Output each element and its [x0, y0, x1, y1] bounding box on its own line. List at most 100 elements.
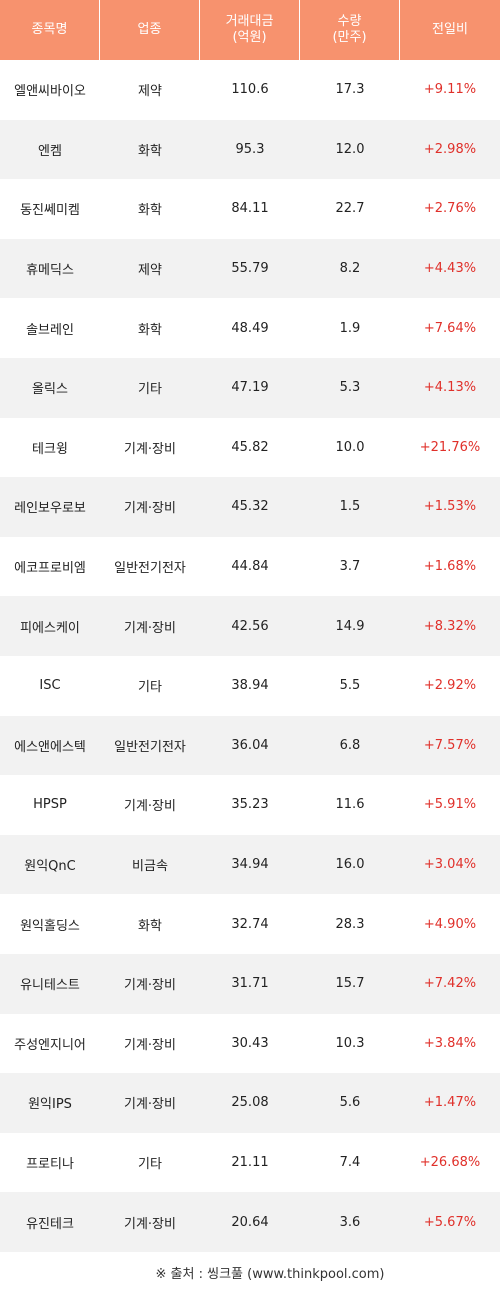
trade-amount-cell: 38.94 [231, 678, 269, 694]
sector-cell: 기계·장비 [124, 1097, 176, 1113]
change-cell: +7.57% [423, 737, 477, 753]
change-cell: +3.84% [423, 1035, 477, 1051]
trade-amount-cell: 84.11 [231, 201, 269, 217]
table-row: 올릭스 기타 47.19 5.3 +4.13% [0, 357, 500, 418]
stock-name-cell: 레인보우로보 [14, 501, 86, 517]
volume-cell: 10.3 [335, 1035, 365, 1051]
volume-cell: 12.0 [335, 141, 365, 157]
volume-cell: 14.9 [335, 618, 365, 634]
sector-cell: 기계·장비 [124, 620, 176, 636]
table-row: 엔켐 화학 95.3 12.0 +2.98% [0, 119, 500, 180]
volume-cell: 6.8 [339, 737, 361, 753]
stock-name-cell: 피에스케이 [20, 620, 80, 636]
stock-name-cell: HPSP [33, 797, 67, 813]
sector-cell: 기계·장비 [124, 441, 176, 457]
stock-name-cell: 유진테크 [26, 1216, 74, 1232]
header-sector: 업종 [100, 0, 200, 60]
sector-cell: 제약 [138, 84, 162, 100]
stock-name-cell: 원익IPS [28, 1097, 72, 1113]
volume-cell: 5.5 [339, 678, 361, 694]
stock-name-cell: 에코프로비엠 [14, 561, 86, 577]
trade-amount-cell: 110.6 [231, 82, 269, 98]
trade-amount-cell: 20.64 [231, 1214, 269, 1230]
volume-cell: 10.0 [335, 439, 365, 455]
table-row: 솔브레인 화학 48.49 1.9 +7.64% [0, 298, 500, 358]
table-row: 동진쎄미켐 화학 84.11 22.7 +2.76% [0, 179, 500, 239]
trade-amount-cell: 31.71 [231, 976, 269, 992]
change-cell: +21.76% [419, 439, 481, 455]
change-cell: +8.32% [423, 618, 477, 634]
trade-amount-cell: 44.84 [231, 559, 269, 575]
stock-name-cell: 올릭스 [32, 382, 68, 398]
table-row: 레인보우로보 기계·장비 45.32 1.5 +1.53% [0, 477, 500, 537]
stock-name-cell: 주성엔지니어 [14, 1037, 86, 1053]
stock-name-cell: 테크윙 [32, 441, 68, 457]
volume-cell: 22.7 [335, 201, 365, 217]
table-row: 피에스케이 기계·장비 42.56 14.9 +8.32% [0, 596, 500, 656]
trade-amount-cell: 45.82 [231, 439, 269, 455]
change-cell: +1.68% [423, 559, 477, 575]
change-cell: +7.64% [423, 320, 477, 336]
table-row: 에코프로비엠 일반전기전자 44.84 3.7 +1.68% [0, 537, 500, 597]
trade-amount-cell: 30.43 [231, 1035, 269, 1051]
stock-name-cell: 솔브레인 [26, 322, 74, 338]
table-row: 원익QnC 비금속 34.94 16.0 +3.04% [0, 834, 500, 895]
stock-name-cell: 동진쎄미켐 [20, 203, 80, 219]
sector-cell: 기계·장비 [124, 978, 176, 994]
table-row: 테크윙 기계·장비 45.82 10.0 +21.76% [0, 418, 500, 478]
change-cell: +2.92% [423, 678, 477, 694]
sector-cell: 기타 [138, 382, 162, 398]
change-cell: +3.04% [423, 857, 477, 873]
sector-cell: 기계·장비 [124, 799, 176, 815]
table-row: 휴메딕스 제약 55.79 8.2 +4.43% [0, 238, 500, 299]
volume-cell: 3.6 [339, 1214, 361, 1230]
table-row: 원익IPS 기계·장비 25.08 5.6 +1.47% [0, 1073, 500, 1133]
trade-amount-cell: 48.49 [231, 320, 269, 336]
table-row: HPSP 기계·장비 35.23 11.6 +5.91% [0, 775, 500, 835]
stock-name-cell: 엘앤씨바이오 [14, 84, 86, 100]
sector-cell: 화학 [138, 918, 162, 934]
change-cell: +9.11% [423, 82, 477, 98]
volume-cell: 11.6 [335, 797, 365, 813]
source-footer: ※ 출처 : 씽크풀 (www.thinkpool.com) [155, 1266, 385, 1282]
volume-cell: 1.9 [339, 320, 361, 336]
change-cell: +2.98% [423, 141, 477, 157]
change-cell: +1.47% [423, 1095, 477, 1111]
stock-name-cell: 휴메딕스 [26, 263, 74, 279]
trade-amount-cell: 42.56 [231, 618, 269, 634]
volume-cell: 5.6 [339, 1095, 361, 1111]
change-cell: +4.43% [423, 261, 477, 277]
stock-name-cell: 프로티나 [26, 1156, 74, 1172]
change-cell: +7.42% [423, 976, 477, 992]
stock-table: 종목명 업종 거래대금 (억원) 수량 (만주) 전일비 엘앤씨바이오 제약 110… [0, 0, 500, 1252]
trade-amount-cell: 21.11 [231, 1154, 269, 1170]
volume-cell: 17.3 [335, 82, 365, 98]
trade-amount-cell: 35.23 [231, 797, 269, 813]
sector-cell: 화학 [138, 322, 162, 338]
change-cell: +5.91% [423, 797, 477, 813]
trade-amount-cell: 95.3 [235, 141, 265, 157]
volume-cell: 15.7 [335, 976, 365, 992]
header-amount: 거래대금 (억원) [200, 0, 300, 60]
sector-cell: 기계·장비 [124, 501, 176, 517]
table-row: 엘앤씨바이오 제약 110.6 17.3 +9.11% [0, 60, 500, 120]
stock-name-cell: 원익QnC [24, 859, 76, 875]
trade-amount-cell: 47.19 [231, 380, 269, 396]
trade-amount-cell: 55.79 [231, 261, 269, 277]
stock-name-cell: 에스앤에스텍 [14, 739, 86, 755]
header-volume: 수량 (만주) [300, 0, 400, 60]
sector-cell: 제약 [138, 263, 162, 279]
change-cell: +4.90% [423, 916, 477, 932]
change-cell: +26.68% [419, 1154, 481, 1170]
table-row: 주성엔지니어 기계·장비 30.43 10.3 +3.84% [0, 1014, 500, 1074]
volume-cell: 3.7 [339, 559, 361, 575]
sector-cell: 화학 [138, 203, 162, 219]
sector-cell: 비금속 [132, 859, 168, 875]
sector-cell: 기타 [138, 680, 162, 696]
volume-cell: 16.0 [335, 857, 365, 873]
trade-amount-cell: 36.04 [231, 737, 269, 753]
volume-cell: 28.3 [335, 916, 365, 932]
stock-name-cell: 원익홀딩스 [20, 918, 80, 934]
header-name: 종목명 [0, 0, 100, 60]
trade-amount-cell: 34.94 [231, 857, 269, 873]
